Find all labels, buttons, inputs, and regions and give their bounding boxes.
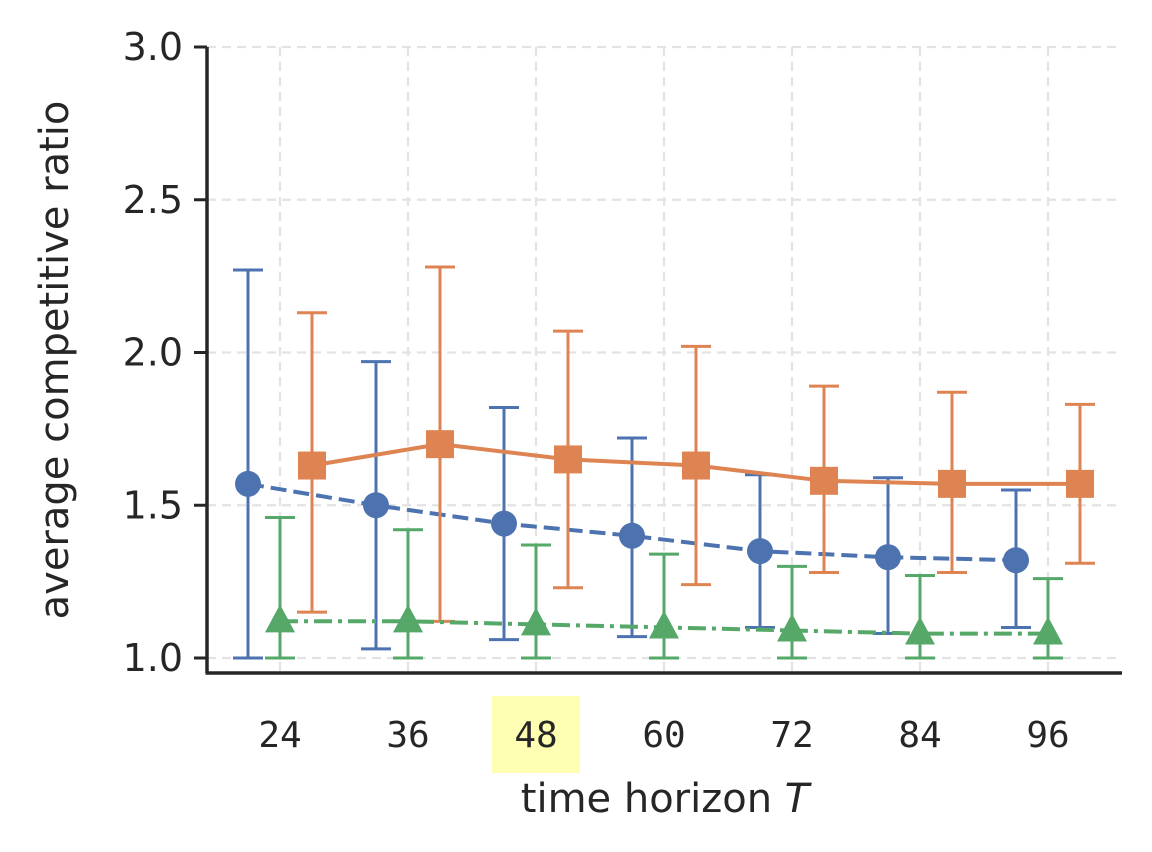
data-point xyxy=(554,445,582,474)
x-axis-label-text: time horizon xyxy=(521,776,772,822)
x-tick-label: 96 xyxy=(1026,715,1069,756)
x-tick-highlight xyxy=(492,696,580,773)
data-point xyxy=(393,604,423,633)
data-point xyxy=(938,469,966,498)
axes xyxy=(205,47,1122,675)
ticks: 1.0 1.5 2.0 2.5 3.0 24 36 48 60 72 84 96 xyxy=(123,25,1070,756)
series-layer xyxy=(233,265,1095,660)
data-point xyxy=(1033,616,1063,645)
y-axis-label: average competitive ratio xyxy=(32,101,78,620)
data-point xyxy=(905,616,935,645)
x-tick-label: 24 xyxy=(258,715,301,756)
data-point xyxy=(619,522,645,549)
data-point xyxy=(810,466,838,495)
series-green xyxy=(265,515,1063,660)
data-point xyxy=(875,544,901,571)
data-point xyxy=(265,604,295,633)
x-tick-label: 60 xyxy=(642,715,685,756)
data-point xyxy=(298,451,326,480)
y-tick-label: 2.0 xyxy=(123,331,183,375)
data-point xyxy=(747,538,773,565)
highlight-layer xyxy=(492,696,580,773)
data-point xyxy=(363,492,389,519)
data-point xyxy=(1003,547,1029,574)
series-blue xyxy=(233,268,1031,660)
data-point xyxy=(682,451,710,480)
y-tick-label: 1.5 xyxy=(123,483,183,527)
series-orange xyxy=(297,265,1095,623)
data-point xyxy=(521,607,551,636)
y-tick-label: 2.5 xyxy=(123,178,183,222)
data-point xyxy=(1066,469,1094,498)
data-point xyxy=(235,470,261,497)
x-axis-label-var: T xyxy=(785,776,813,822)
x-tick-label: 72 xyxy=(770,715,813,756)
x-axis-label: time horizon T xyxy=(521,776,813,822)
y-tick-label: 1.0 xyxy=(123,636,183,680)
x-tick-label: 84 xyxy=(898,715,941,756)
data-point xyxy=(491,510,517,537)
data-point xyxy=(426,430,454,459)
data-point xyxy=(649,610,679,639)
data-point xyxy=(777,613,807,642)
x-tick-label: 48 xyxy=(514,715,557,756)
x-tick-label: 36 xyxy=(386,715,429,756)
y-tick-label: 3.0 xyxy=(123,25,183,69)
